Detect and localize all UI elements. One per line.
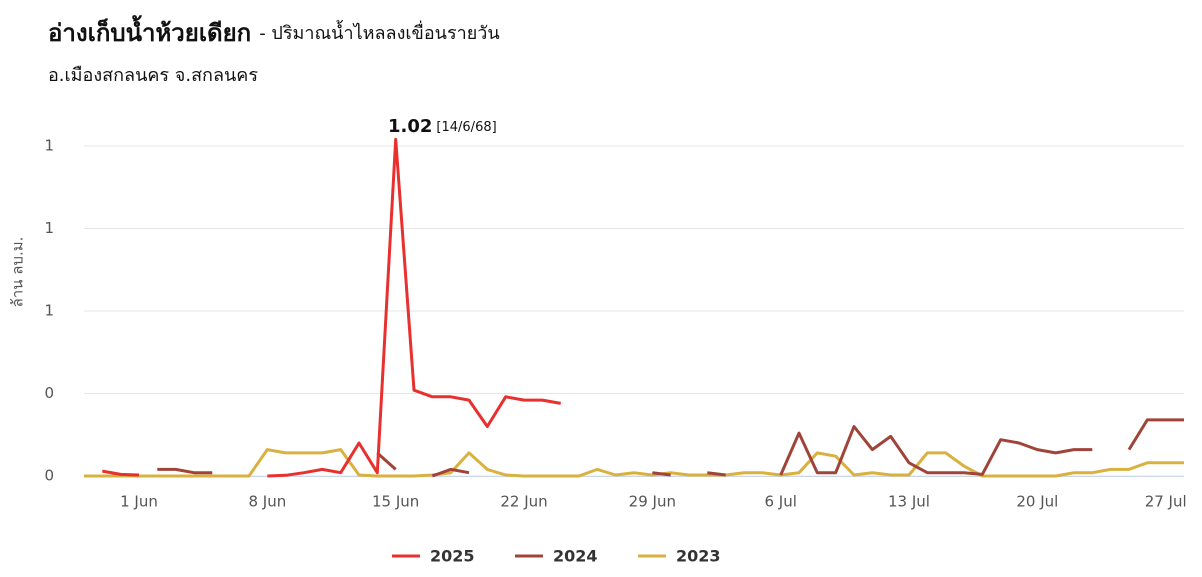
series-line bbox=[376, 451, 397, 471]
legend-label: 2023 bbox=[676, 547, 721, 566]
legend-label: 2025 bbox=[430, 547, 475, 566]
series-line bbox=[1127, 418, 1184, 451]
x-tick-label: 29 Jun bbox=[629, 493, 676, 511]
peak-annotation: 1.02 [14/6/68] bbox=[388, 116, 497, 137]
peak-value: 1.02 bbox=[388, 116, 432, 137]
y-tick-label: 1 bbox=[44, 137, 54, 155]
title-sub: - ปริมาณน้ำไหลลงเขื่อนรายวัน bbox=[259, 20, 499, 44]
series-line bbox=[652, 471, 671, 477]
series-line bbox=[157, 467, 213, 475]
series-line bbox=[779, 425, 1093, 476]
chart-title: อ่างเก็บน้ำห้วยเดียก - ปริมาณน้ำไหลลงเขื่… bbox=[48, 14, 500, 47]
x-tick-label: 6 Jul bbox=[764, 493, 796, 511]
chart-subtitle: อ.เมืองสกลนคร จ.สกลนคร bbox=[48, 65, 258, 86]
series-line bbox=[102, 469, 140, 477]
title-main: อ่างเก็บน้ำห้วยเดียก bbox=[48, 14, 251, 47]
peak-date: [14/6/68] bbox=[436, 120, 496, 135]
y-axis-label: ล้าน ลบ.ม. bbox=[9, 237, 27, 308]
x-tick-label: 1 Jun bbox=[120, 493, 158, 511]
x-tick-label: 8 Jun bbox=[248, 493, 286, 511]
series-line bbox=[707, 471, 726, 477]
series-line bbox=[431, 467, 470, 478]
x-tick-label: 20 Jul bbox=[1016, 493, 1058, 511]
y-tick-label: 0 bbox=[44, 384, 54, 402]
y-tick-label: 1 bbox=[44, 302, 54, 320]
series-line bbox=[84, 448, 1184, 478]
x-tick-label: 22 Jun bbox=[500, 493, 547, 511]
x-tick-label: 13 Jul bbox=[888, 493, 930, 511]
y-tick-label: 1 bbox=[44, 219, 54, 237]
y-tick-label: 0 bbox=[44, 467, 54, 485]
x-tick-label: 27 Jul bbox=[1145, 493, 1187, 511]
x-tick-label: 15 Jun bbox=[372, 493, 419, 511]
series-line bbox=[267, 137, 561, 478]
legend-label: 2024 bbox=[553, 547, 598, 566]
